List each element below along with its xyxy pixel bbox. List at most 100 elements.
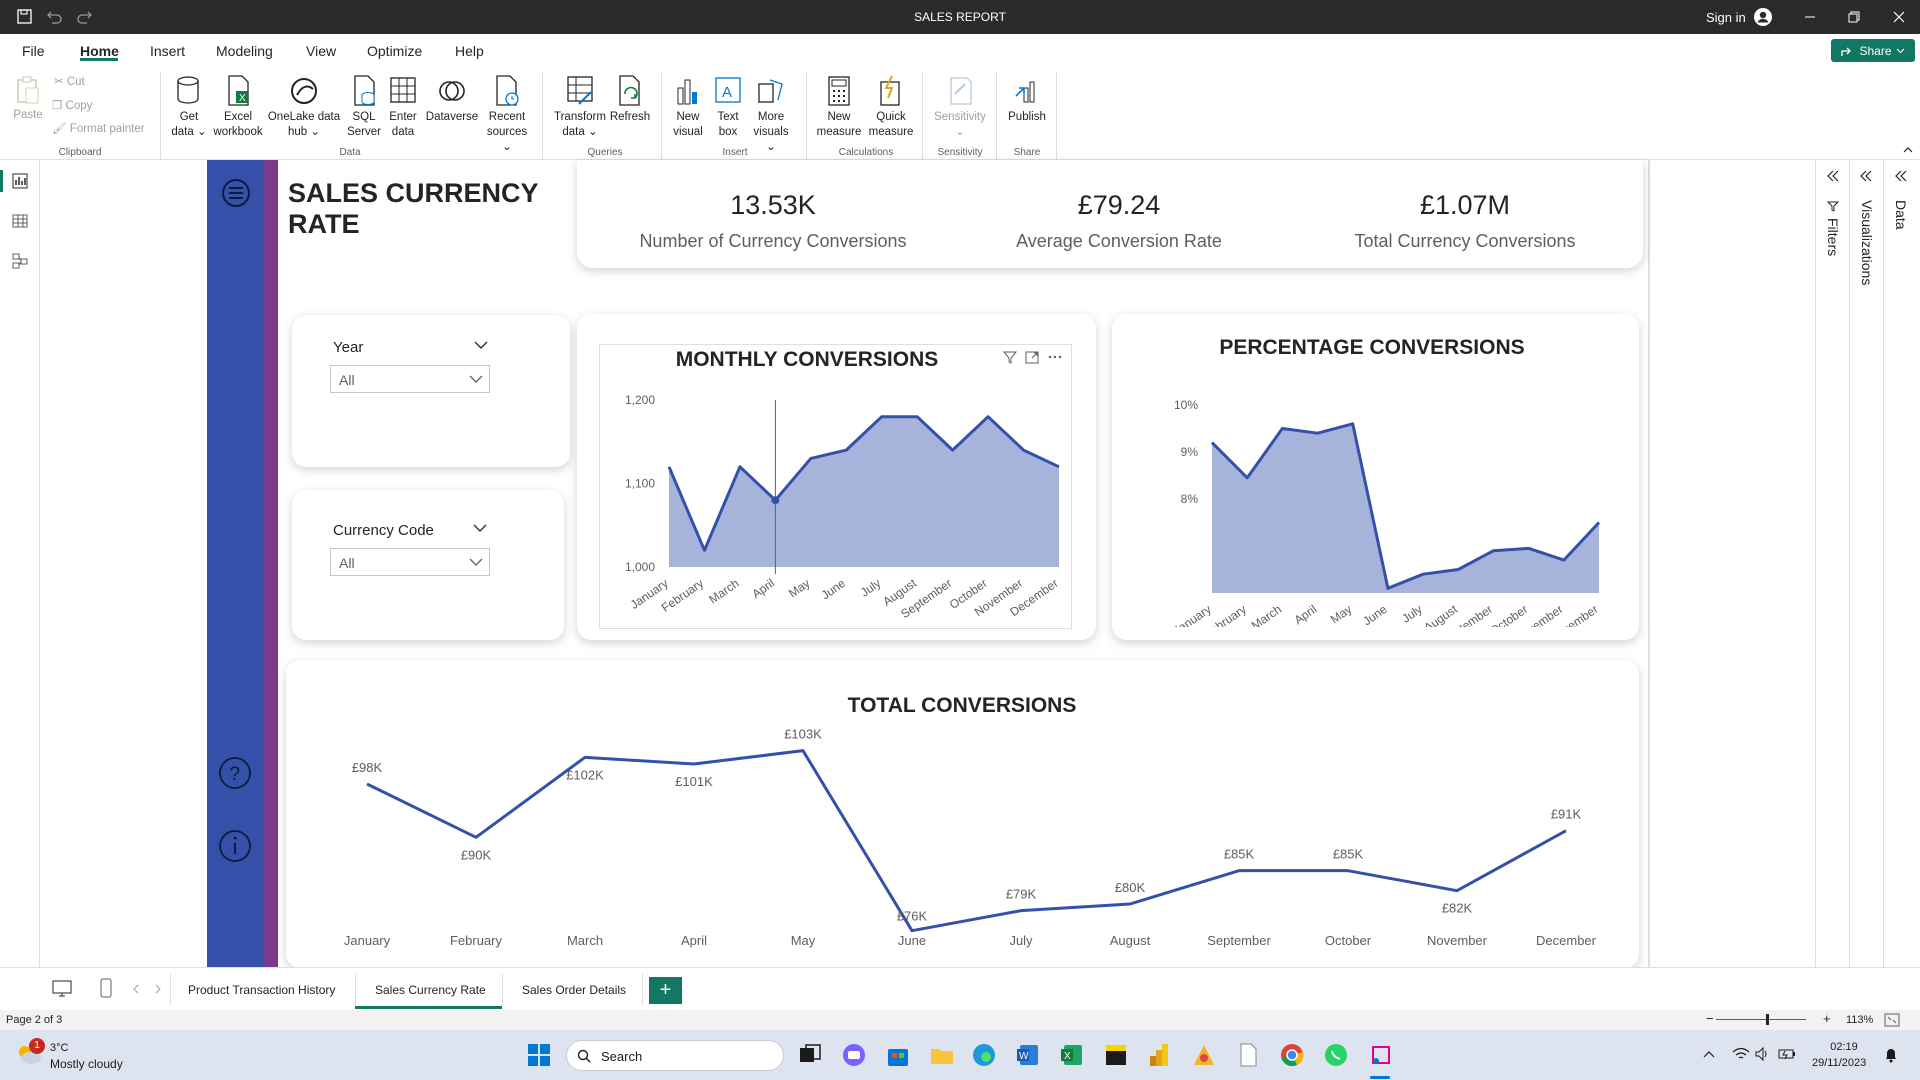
publish-button[interactable]: Publish <box>1004 74 1050 125</box>
scroll-left-icon[interactable] <box>132 984 140 994</box>
windows-start-icon[interactable] <box>527 1043 551 1067</box>
zoom-slider-thumb[interactable] <box>1766 1014 1769 1025</box>
taskbar-search-input[interactable]: Search <box>566 1040 784 1071</box>
sensitivity-button[interactable]: Sensitivity ⌄ <box>928 74 992 140</box>
filters-pane-label[interactable]: Filters <box>1825 218 1841 257</box>
menu-modeling[interactable]: Modeling <box>216 43 273 59</box>
more-visuals-button[interactable]: More visuals ⌄ <box>748 74 794 155</box>
collapse-ribbon-icon[interactable] <box>1903 146 1913 154</box>
model-view-icon[interactable] <box>12 253 28 269</box>
menu-home[interactable]: Home <box>80 43 119 59</box>
new-measure-button[interactable]: New measure <box>814 74 864 140</box>
paint-icon[interactable] <box>1190 1041 1218 1069</box>
data-pane-label[interactable]: Data <box>1893 200 1909 230</box>
more-options-icon[interactable] <box>1047 349 1063 365</box>
sign-in-link[interactable]: Sign in <box>1706 10 1746 25</box>
tab-sales-currency-rate[interactable]: Sales Currency Rate <box>375 983 486 997</box>
format-painter-button[interactable]: 🖌 Format painter <box>52 122 145 137</box>
teams-chat-icon[interactable] <box>840 1041 868 1069</box>
redo-icon[interactable] <box>76 8 94 26</box>
clock-date[interactable]: 29/11/2023 <box>1812 1057 1867 1069</box>
clock-time[interactable]: 02:19 <box>1830 1041 1858 1053</box>
recent-sources-button[interactable]: Recent sources ⌄ <box>482 74 532 155</box>
wifi-icon[interactable] <box>1732 1046 1750 1062</box>
report-view-icon[interactable] <box>12 173 28 189</box>
add-page-button[interactable]: + <box>649 977 682 1004</box>
close-icon[interactable] <box>1891 9 1907 25</box>
desktop-layout-icon[interactable] <box>52 980 72 998</box>
total-conversions-chart[interactable]: £98K £90K £102K £101K £103K £76K £79K £80K £85K £… <box>286 720 1639 960</box>
save-icon[interactable] <box>16 8 34 26</box>
menu-icon[interactable] <box>217 174 255 212</box>
cut-button[interactable]: ✂ Cut <box>54 75 85 90</box>
chevron-down-icon[interactable] <box>474 341 488 350</box>
zoom-in-button[interactable]: + <box>1823 1011 1831 1026</box>
menu-view[interactable]: View <box>306 43 337 59</box>
tab-sales-order-details[interactable]: Sales Order Details <box>522 983 627 997</box>
percentage-conversions-card[interactable]: PERCENTAGE CONVERSIONS 8% 9% 10% January Feb… <box>1112 314 1639 640</box>
refresh-button[interactable]: Refresh <box>608 74 652 125</box>
excel-workbook-button[interactable]: X Excel workbook <box>210 74 266 140</box>
share-button[interactable]: Share <box>1831 39 1915 62</box>
weather-icon[interactable] <box>14 1042 44 1066</box>
paste-button[interactable]: Paste <box>12 76 44 123</box>
snipping-tool-icon[interactable] <box>1367 1041 1395 1069</box>
account-icon[interactable] <box>1753 7 1773 27</box>
zoom-slider[interactable] <box>1716 1019 1806 1020</box>
kpi-card[interactable]: 13.53K Number of Currency Conversions £7… <box>577 160 1643 268</box>
focus-mode-icon[interactable] <box>1024 349 1040 365</box>
restore-icon[interactable] <box>1846 9 1862 25</box>
expand-visualizations-icon[interactable] <box>1859 170 1873 182</box>
undo-icon[interactable] <box>45 8 63 26</box>
task-view-icon[interactable] <box>796 1041 824 1069</box>
year-slicer-dropdown[interactable]: All <box>330 365 490 393</box>
menu-file[interactable]: File <box>22 43 45 59</box>
chrome-icon[interactable] <box>1278 1041 1306 1069</box>
file-explorer-icon[interactable] <box>928 1041 956 1069</box>
word-icon[interactable]: W <box>1014 1041 1042 1069</box>
text-box-button[interactable]: A Text box <box>710 74 746 140</box>
currency-slicer-dropdown[interactable]: All <box>330 548 490 576</box>
total-conversions-card[interactable]: TOTAL CONVERSIONS £98K £90K £102K £101K £103… <box>286 660 1639 968</box>
minimize-icon[interactable] <box>1802 9 1818 25</box>
dataverse-button[interactable]: Dataverse <box>424 74 480 125</box>
chevron-down-icon[interactable] <box>473 524 487 533</box>
monthly-conversions-card[interactable]: MONTHLY CONVERSIONS 1,000 1,100 1,200 Janua… <box>577 314 1096 640</box>
get-data-button[interactable]: Get data ⌄ <box>169 74 209 140</box>
expand-filters-icon[interactable] <box>1826 170 1840 182</box>
sql-server-button[interactable]: SQL Server <box>342 74 386 140</box>
new-visual-button[interactable]: New visual <box>668 74 708 140</box>
scroll-right-icon[interactable] <box>154 984 162 994</box>
table-view-icon[interactable] <box>12 213 28 229</box>
store-icon[interactable] <box>884 1041 912 1069</box>
edge-icon[interactable] <box>970 1041 998 1069</box>
info-icon[interactable] <box>216 827 254 865</box>
menu-help[interactable]: Help <box>455 43 484 59</box>
tab-product-transaction-history[interactable]: Product Transaction History <box>188 983 336 997</box>
document-icon[interactable] <box>1234 1041 1262 1069</box>
excel-icon[interactable]: X <box>1058 1041 1086 1069</box>
volume-icon[interactable] <box>1754 1046 1770 1062</box>
fit-to-page-icon[interactable] <box>1884 1013 1900 1027</box>
chevron-up-icon[interactable] <box>1703 1050 1715 1058</box>
mobile-layout-icon[interactable] <box>99 978 113 998</box>
filter-icon[interactable] <box>1002 349 1018 365</box>
quick-measure-button[interactable]: Quick measure <box>866 74 916 140</box>
menu-insert[interactable]: Insert <box>150 43 186 59</box>
menu-optimize[interactable]: Optimize <box>367 43 423 59</box>
battery-icon[interactable] <box>1778 1047 1796 1061</box>
enter-data-button[interactable]: Enter data <box>386 74 420 140</box>
power-bi-icon[interactable] <box>1146 1041 1174 1069</box>
help-icon[interactable]: ? <box>216 754 254 792</box>
whatsapp-icon[interactable] <box>1322 1041 1350 1069</box>
visualizations-pane-label[interactable]: Visualizations <box>1859 200 1875 286</box>
notifications-bell-icon[interactable] <box>1884 1046 1898 1064</box>
zoom-out-button[interactable]: − <box>1706 1011 1714 1026</box>
onelake-button[interactable]: OneLake data hub ⌄ <box>267 74 341 140</box>
sticky-notes-icon[interactable] <box>1102 1041 1130 1069</box>
zoom-level[interactable]: 113% <box>1846 1014 1874 1026</box>
copy-button[interactable]: ❐ Copy <box>52 99 92 114</box>
expand-data-icon[interactable] <box>1894 170 1908 182</box>
